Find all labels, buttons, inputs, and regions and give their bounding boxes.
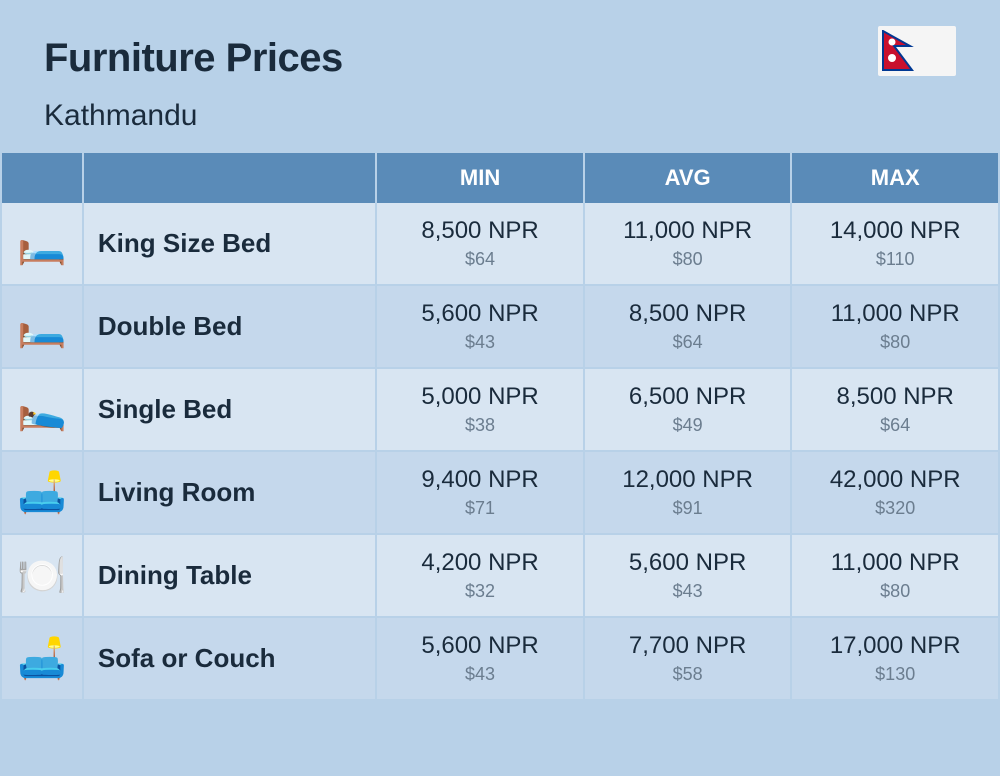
table-row: 🛋️Living Room9,400 NPR $7112,000 NPR $9142…: [1, 451, 999, 534]
price-avg: 8,500 NPR $64: [584, 285, 792, 368]
price-usd: $71: [377, 498, 583, 519]
furniture-icon: 🛋️: [1, 451, 83, 534]
header-avg: AVG: [584, 153, 792, 203]
price-npr: 9,400 NPR: [377, 466, 583, 494]
price-max: 42,000 NPR $320: [791, 451, 999, 534]
table-header-row: MIN AVG MAX: [1, 153, 999, 203]
price-usd: $43: [585, 581, 791, 602]
furniture-icon: 🛌: [1, 368, 83, 451]
country-flag-icon: [878, 26, 956, 76]
price-npr: 5,600 NPR: [377, 300, 583, 328]
price-usd: $80: [792, 581, 998, 602]
price-max: 11,000 NPR $80: [791, 285, 999, 368]
price-usd: $38: [377, 415, 583, 436]
price-usd: $43: [377, 332, 583, 353]
price-max: 8,500 NPR $64: [791, 368, 999, 451]
header-icon-col: [1, 153, 83, 203]
price-npr: 11,000 NPR: [792, 300, 998, 328]
price-usd: $32: [377, 581, 583, 602]
table-row: 🛏️Double Bed5,600 NPR $438,500 NPR $6411,0…: [1, 285, 999, 368]
price-usd: $64: [792, 415, 998, 436]
price-npr: 42,000 NPR: [792, 466, 998, 494]
price-usd: $64: [585, 332, 791, 353]
furniture-name: Living Room: [83, 451, 376, 534]
price-usd: $130: [792, 664, 998, 685]
price-usd: $58: [585, 664, 791, 685]
price-npr: 11,000 NPR: [792, 549, 998, 577]
price-min: 5,000 NPR $38: [376, 368, 584, 451]
furniture-name: Dining Table: [83, 534, 376, 617]
price-npr: 7,700 NPR: [585, 632, 791, 660]
price-npr: 6,500 NPR: [585, 383, 791, 411]
price-min: 5,600 NPR $43: [376, 617, 584, 700]
price-usd: $43: [377, 664, 583, 685]
header-max: MAX: [791, 153, 999, 203]
price-avg: 11,000 NPR $80: [584, 203, 792, 285]
page-title: Furniture Prices: [44, 36, 956, 81]
price-npr: 5,600 NPR: [377, 632, 583, 660]
table-row: 🛏️King Size Bed8,500 NPR $6411,000 NPR $80…: [1, 203, 999, 285]
price-max: 11,000 NPR $80: [791, 534, 999, 617]
price-usd: $320: [792, 498, 998, 519]
furniture-name: Single Bed: [83, 368, 376, 451]
price-usd: $80: [792, 332, 998, 353]
price-usd: $64: [377, 249, 583, 270]
price-table: MIN AVG MAX 🛏️King Size Bed8,500 NPR$641…: [0, 153, 1000, 701]
price-npr: 8,500 NPR: [585, 300, 791, 328]
price-npr: 11,000 NPR: [585, 217, 791, 245]
furniture-name: Double Bed: [83, 285, 376, 368]
price-npr: 8,500 NPR: [377, 217, 583, 245]
price-max: 17,000 NPR $130: [791, 617, 999, 700]
price-npr: 5,000 NPR: [377, 383, 583, 411]
price-npr: 12,000 NPR: [585, 466, 791, 494]
table-row: 🍽️Dining Table4,200 NPR $325,600 NPR $4311…: [1, 534, 999, 617]
furniture-icon: 🛋️: [1, 617, 83, 700]
furniture-name: King Size Bed: [83, 203, 376, 285]
price-min: 9,400 NPR $71: [376, 451, 584, 534]
table-row: 🛌Single Bed5,000 NPR $386,500 NPR $498,500…: [1, 368, 999, 451]
price-usd: $110: [792, 249, 998, 270]
price-avg: 5,600 NPR $43: [584, 534, 792, 617]
furniture-icon: 🍽️: [1, 534, 83, 617]
header-min: MIN: [376, 153, 584, 203]
price-max: 14,000 NPR $110: [791, 203, 999, 285]
price-usd: $80: [585, 249, 791, 270]
furniture-icon: 🛏️: [1, 203, 83, 285]
price-npr: 8,500 NPR: [792, 383, 998, 411]
header: Furniture Prices Kathmandu: [0, 0, 1000, 153]
header-name-col: [83, 153, 376, 203]
price-usd: $91: [585, 498, 791, 519]
page-subtitle: Kathmandu: [44, 99, 956, 133]
price-min: 8,500 NPR $64: [376, 203, 584, 285]
price-avg: 7,700 NPR $58: [584, 617, 792, 700]
price-npr: 5,600 NPR: [585, 549, 791, 577]
price-avg: 6,500 NPR $49: [584, 368, 792, 451]
furniture-icon: 🛏️: [1, 285, 83, 368]
furniture-name: Sofa or Couch: [83, 617, 376, 700]
table-row: 🛋️Sofa or Couch5,600 NPR $437,700 NPR $581…: [1, 617, 999, 700]
price-avg: 12,000 NPR $91: [584, 451, 792, 534]
price-npr: 17,000 NPR: [792, 632, 998, 660]
price-npr: 4,200 NPR: [377, 549, 583, 577]
price-min: 5,600 NPR $43: [376, 285, 584, 368]
price-min: 4,200 NPR $32: [376, 534, 584, 617]
price-npr: 14,000 NPR: [792, 217, 998, 245]
price-usd: $49: [585, 415, 791, 436]
